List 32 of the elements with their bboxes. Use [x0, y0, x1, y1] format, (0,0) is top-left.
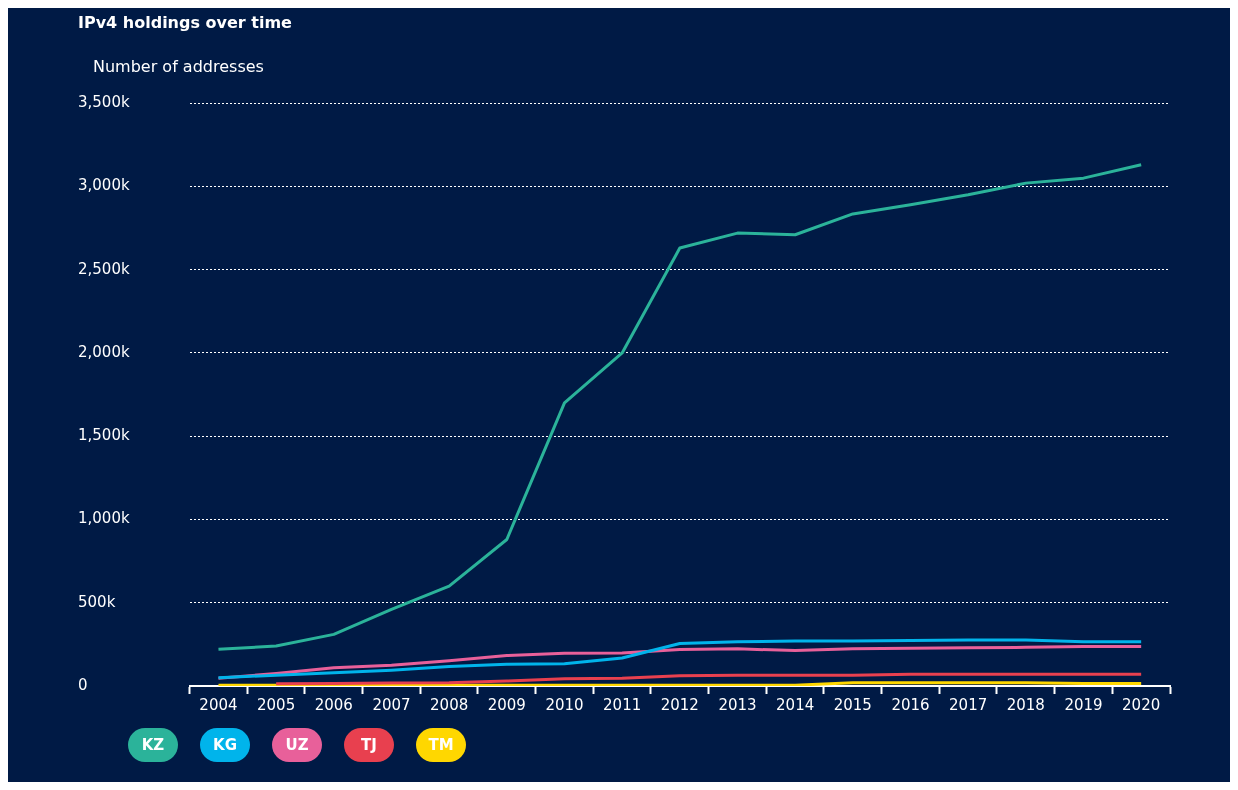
- y-tick-label: 0: [78, 675, 88, 694]
- y-tick-label: 1,500k: [78, 426, 130, 445]
- text: TM: [416, 728, 466, 762]
- text: TJ: [344, 728, 394, 762]
- x-tick-label: 2020: [1122, 695, 1161, 714]
- x-tick-label: 2010: [545, 695, 584, 714]
- x-tick-label: 2006: [314, 695, 353, 714]
- x-tick-label: 2008: [430, 695, 469, 714]
- text: KZ: [128, 728, 178, 762]
- y-tick-label: 3,500k: [78, 93, 130, 112]
- x-tick-label: 2007: [372, 695, 411, 714]
- x-tick-label: 2004: [199, 695, 238, 714]
- x-tick-label: 2012: [660, 695, 699, 714]
- y-tick-label: 1,000k: [78, 509, 130, 528]
- x-tick-label: 2005: [257, 695, 296, 714]
- x-tick-label: 2009: [487, 695, 526, 714]
- x-tick-label: 2014: [776, 695, 815, 714]
- y-tick-label: 3,000k: [78, 176, 130, 195]
- x-tick-label: 2017: [949, 695, 988, 714]
- x-tick-label: 2011: [603, 695, 642, 714]
- y-tick-label: 2,000k: [78, 342, 130, 361]
- text: UZ: [272, 728, 322, 762]
- y-axis-title: Number of addresses: [93, 57, 264, 77]
- x-tick-label: 2015: [833, 695, 872, 714]
- chart-title: IPv4 holdings over time: [78, 12, 293, 32]
- x-tick-label: 2013: [718, 695, 757, 714]
- x-tick-label: 2016: [891, 695, 930, 714]
- x-tick-label: 2019: [1064, 695, 1103, 714]
- y-tick-label: 500k: [78, 592, 116, 611]
- x-tick-label: 2018: [1006, 695, 1045, 714]
- text: KG: [200, 728, 250, 762]
- y-tick-label: 2,500k: [78, 259, 130, 278]
